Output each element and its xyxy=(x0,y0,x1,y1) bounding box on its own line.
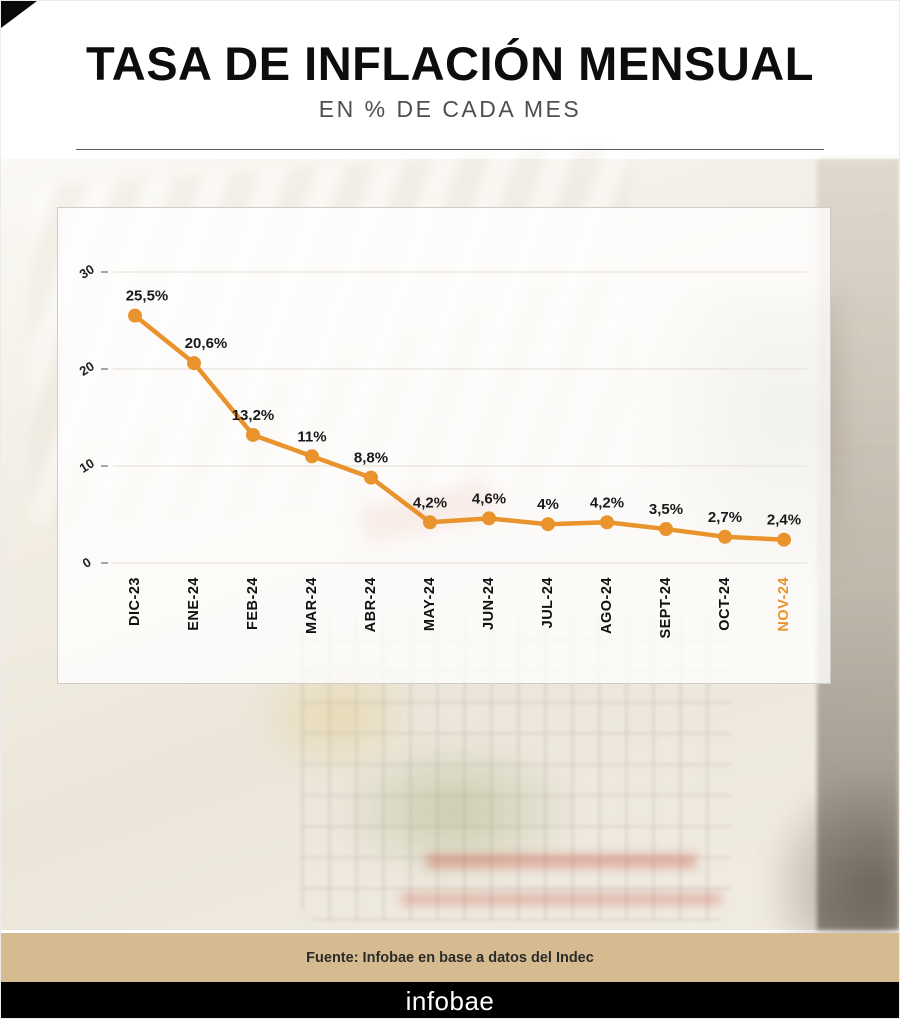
svg-text:MAR-24: MAR-24 xyxy=(304,577,320,634)
svg-text:30: 30 xyxy=(77,261,97,281)
page-title: TASA DE INFLACIÓN MENSUAL xyxy=(86,37,814,90)
page-subtitle: EN % DE CADA MES xyxy=(318,96,582,123)
svg-text:20: 20 xyxy=(77,358,97,378)
background-cart-frame-2 xyxy=(401,893,721,905)
svg-text:DIC-23: DIC-23 xyxy=(127,577,143,626)
svg-text:ABR-24: ABR-24 xyxy=(363,577,379,632)
svg-text:3,5%: 3,5% xyxy=(649,501,683,518)
svg-text:SEPT-24: SEPT-24 xyxy=(658,577,674,639)
svg-text:4,2%: 4,2% xyxy=(413,494,447,511)
chart-panel: 0 10 20 30 25,5% DIC-23 20,6% ENE-24 13,2% FEB-24… xyxy=(57,207,831,684)
svg-text:FEB-24: FEB-24 xyxy=(245,577,261,630)
brand-bar: infobae xyxy=(1,982,899,1018)
svg-text:ENE-24: ENE-24 xyxy=(186,577,202,631)
svg-text:4,6%: 4,6% xyxy=(472,490,506,507)
svg-text:4%: 4% xyxy=(537,496,559,513)
svg-text:11%: 11% xyxy=(297,428,326,445)
header: TASA DE INFLACIÓN MENSUAL EN % DE CADA M… xyxy=(1,1,899,151)
svg-text:JUN-24: JUN-24 xyxy=(481,577,497,630)
infobae-logo: infobae xyxy=(405,985,495,1016)
header-divider xyxy=(76,149,824,151)
svg-text:OCT-24: OCT-24 xyxy=(717,577,733,631)
svg-text:20,6%: 20,6% xyxy=(185,335,228,352)
svg-text:0: 0 xyxy=(80,554,94,571)
inflation-line-chart: 0 10 20 30 25,5% DIC-23 20,6% ENE-24 13,2% FEB-24… xyxy=(77,261,807,639)
svg-text:8,8%: 8,8% xyxy=(354,450,388,467)
svg-text:JUL-24: JUL-24 xyxy=(540,577,556,628)
svg-text:2,4%: 2,4% xyxy=(767,512,801,529)
source-bar: Fuente: Infobae en base a datos del Inde… xyxy=(1,933,899,982)
svg-text:NOV-24: NOV-24 xyxy=(776,577,792,632)
svg-text:AGO-24: AGO-24 xyxy=(599,577,615,634)
background-cart-frame-1 xyxy=(426,854,696,868)
svg-text:4,2%: 4,2% xyxy=(590,494,624,511)
svg-text:13,2%: 13,2% xyxy=(232,407,275,424)
svg-text:MAY-24: MAY-24 xyxy=(422,577,438,631)
background-dark-corner xyxy=(769,776,899,936)
background-produce-green xyxy=(331,736,581,886)
svg-text:25,5%: 25,5% xyxy=(126,288,169,305)
source-text: Fuente: Infobae en base a datos del Inde… xyxy=(306,949,594,966)
svg-text:2,7%: 2,7% xyxy=(708,509,742,526)
svg-text:10: 10 xyxy=(77,455,97,475)
